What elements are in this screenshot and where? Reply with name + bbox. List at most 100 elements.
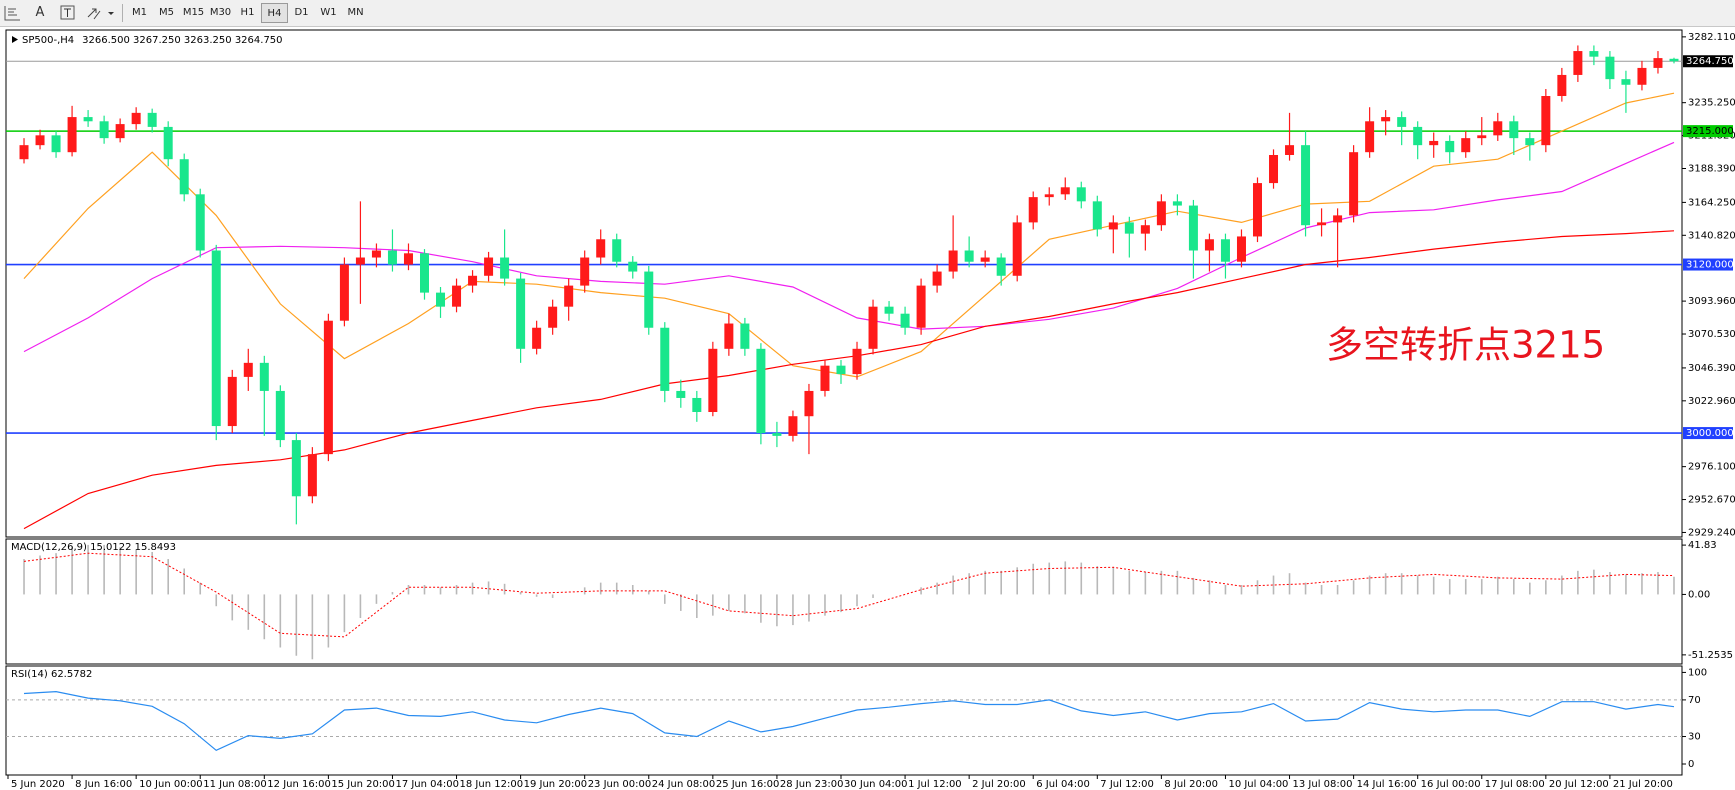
candle-body [1252, 183, 1262, 237]
candle-body [307, 454, 317, 497]
x-tick-label: 13 Jul 08:00 [1293, 779, 1353, 790]
candle-body [740, 323, 750, 349]
candle-body [948, 250, 958, 272]
candle-body [484, 257, 494, 276]
candle-body [628, 261, 638, 272]
candle-body [468, 275, 478, 286]
x-tick-label: 8 Jun 16:00 [75, 779, 132, 790]
candle-body [419, 253, 429, 293]
price-label: 3000.000 [1686, 428, 1734, 439]
candle-body [452, 285, 462, 307]
candle-body [243, 362, 253, 377]
price-label: 3120.000 [1686, 260, 1734, 271]
candle-body [1477, 135, 1487, 139]
candle-body [916, 285, 926, 328]
panel-frame [5, 538, 1683, 665]
y-tick-label: 2976.100 [1688, 462, 1735, 473]
candle-body [692, 397, 702, 413]
candle-body [980, 257, 990, 262]
price-label-box [1683, 427, 1733, 440]
candle-body [179, 159, 189, 195]
candle-body [1621, 79, 1631, 85]
x-tick-label: 5 Jun 2020 [11, 779, 65, 790]
y-tick-label: 3093.960 [1688, 296, 1735, 307]
separator [122, 4, 123, 22]
candle-body [1589, 51, 1599, 57]
candle-body [1124, 222, 1134, 234]
x-tick-label: 7 Jul 12:00 [1100, 779, 1154, 790]
x-tick-label: 10 Jul 04:00 [1228, 779, 1288, 790]
candle-body [852, 348, 862, 375]
timeframe-button[interactable]: H1 [240, 7, 255, 18]
candle-body [660, 327, 670, 391]
x-tick-label: 23 Jun 00:00 [588, 779, 652, 790]
candle-body [403, 253, 413, 265]
candle-body [596, 239, 606, 258]
candle-body [548, 306, 558, 328]
candle-body [1044, 194, 1054, 198]
x-tick-label: 30 Jun 04:00 [844, 779, 908, 790]
candle-body [131, 112, 141, 125]
rsi-line [23, 690, 1675, 752]
x-tick-label: 10 Jun 00:00 [139, 779, 203, 790]
candle-body [1156, 201, 1166, 226]
candle-body [500, 257, 510, 279]
candle-body [83, 117, 93, 122]
arrows-tool[interactable] [84, 3, 118, 23]
candle-body [1445, 140, 1455, 153]
candle-body [1317, 222, 1327, 226]
y-tick-label: 3188.390 [1688, 163, 1735, 174]
candle-body [516, 278, 526, 349]
candle-body [772, 433, 782, 436]
x-tick-label: 25 Jun 16:00 [716, 779, 780, 790]
candle-body [644, 271, 654, 328]
timeframe-button[interactable]: M30 [209, 7, 232, 18]
y-tick-label: 2929.240 [1688, 527, 1735, 538]
candle-body [19, 145, 29, 160]
y-tick-label: 3140.820 [1688, 230, 1735, 241]
y-tick-label: 30 [1688, 732, 1701, 743]
y-tick-label: 3070.530 [1688, 329, 1735, 340]
x-tick-label: 19 Jun 20:00 [524, 779, 588, 790]
candle-body [1381, 117, 1391, 122]
x-tick-label: 17 Jun 04:00 [395, 779, 459, 790]
candle-body [1509, 121, 1519, 139]
timeframe-button[interactable]: M15 [182, 7, 205, 18]
candle-body [900, 313, 910, 328]
label-tool[interactable] [58, 3, 78, 23]
candle-body [1493, 121, 1503, 136]
crosshair-icon[interactable] [2, 3, 24, 23]
candle-body [323, 320, 333, 455]
candle-body [1172, 201, 1182, 206]
text-tool[interactable]: A [35, 5, 45, 20]
y-tick-label: 3022.960 [1688, 396, 1735, 407]
candle-body [1429, 140, 1439, 146]
candle-body [580, 257, 590, 286]
y-tick-label: 3235.250 [1688, 98, 1735, 109]
candle-body [51, 135, 61, 153]
timeframe-button[interactable]: MN [347, 7, 364, 18]
candle-body [1541, 96, 1551, 146]
candle-body [67, 117, 77, 153]
candle-body [1333, 215, 1343, 223]
timeframe-button[interactable]: D1 [294, 7, 309, 18]
x-tick-label: 18 Jun 12:00 [460, 779, 524, 790]
candle-body [1236, 236, 1246, 262]
y-tick-label: 3164.250 [1688, 197, 1735, 208]
price-label: 3215.000 [1686, 126, 1734, 137]
timeframe-button[interactable]: M1 [132, 7, 147, 18]
timeframe-button[interactable]: H4 [261, 3, 288, 23]
panel-frame [5, 29, 1683, 538]
timeframe-button[interactable]: M5 [159, 7, 174, 18]
y-tick-label: 3282.110 [1688, 32, 1735, 43]
candle-body [436, 292, 446, 307]
moving-average [23, 141, 1675, 353]
candle-body [1028, 197, 1038, 223]
candle-body [676, 390, 686, 398]
timeframe-button[interactable]: W1 [320, 7, 337, 18]
candle-body [612, 239, 622, 262]
price-label-box [1683, 258, 1733, 271]
candle-body [884, 306, 894, 314]
price-label: 3264.750 [1686, 56, 1734, 67]
candle-body [756, 348, 766, 434]
